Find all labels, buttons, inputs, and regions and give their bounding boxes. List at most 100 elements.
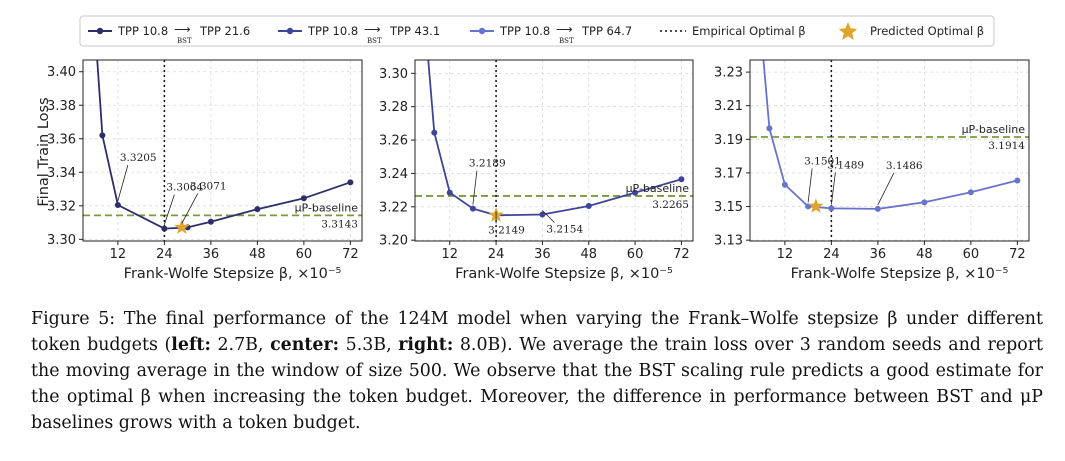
x-tick-label: 12 [777, 247, 794, 262]
caption-center-label: center: [270, 335, 340, 355]
data-point [874, 205, 881, 212]
axes-frame [82, 59, 363, 242]
annotation-leader [117, 164, 129, 202]
annotation-leader [830, 172, 836, 205]
data-point [347, 179, 354, 186]
annotation-label: 3.2149 [488, 224, 525, 236]
legend-arrow-1: ⟶ [174, 22, 191, 36]
x-tick-label: 36 [203, 247, 220, 262]
x-tick-label: 24 [823, 247, 840, 262]
data-point [539, 211, 546, 218]
y-tick-label: 3.24 [379, 167, 408, 182]
data-point [766, 125, 773, 132]
legend-from-1: TPP 10.8 [117, 24, 168, 38]
legend-to-1: TPP 21.6 [199, 24, 250, 38]
data-point [781, 181, 788, 188]
data-point [828, 205, 835, 212]
mup-baseline-label: μP-baseline [626, 182, 690, 195]
x-tick-label: 12 [441, 247, 458, 262]
data-point [431, 129, 438, 136]
annotation-leader [542, 210, 555, 223]
x-tick-label: 36 [870, 247, 887, 262]
plot-area [750, 60, 1029, 241]
mup-baseline-value: 3.1914 [988, 140, 1025, 152]
data-point [921, 199, 928, 206]
caption-text-2: 8.0B). We average the train loss over 3 … [31, 335, 1044, 433]
y-tick-label: 3.26 [379, 134, 408, 149]
annotation-label: 3.3205 [120, 152, 157, 164]
predicted-optimal-star-icon [808, 198, 824, 213]
x-tick-label: 24 [156, 247, 173, 262]
x-tick-label: 48 [249, 247, 266, 262]
plot-area [415, 60, 693, 241]
legend-from-3: TPP 10.8 [499, 24, 550, 38]
legend-marker-2 [286, 27, 294, 35]
data-point [632, 189, 639, 196]
annotation-label: 3.1489 [827, 159, 864, 171]
y-tick-label: 3.28 [379, 100, 408, 115]
annotation-label: 3.2154 [546, 223, 583, 235]
y-tick-label: 3.15 [714, 200, 743, 215]
y-tick-label: 3.13 [714, 234, 743, 249]
data-point [585, 202, 592, 209]
y-tick-label: 3.34 [47, 166, 76, 181]
legend-sub-2: BST [367, 37, 382, 45]
annotation-leader [807, 168, 813, 203]
mup-baseline-label: μP-baseline [962, 123, 1026, 136]
y-tick-label: 3.30 [379, 67, 408, 82]
data-point [446, 189, 453, 196]
y-tick-label: 3.21 [714, 99, 743, 114]
data-point [1014, 177, 1021, 184]
legend-arrow-2: ⟶ [364, 22, 381, 36]
legend-empirical-label: Empirical Optimal β [692, 24, 806, 38]
predicted-optimal-star-icon [174, 219, 190, 234]
x-tick-label: 72 [673, 247, 690, 262]
figure: TPP 10.8 ⟶ BST TPP 21.6 TPP 10.8 ⟶ BST T… [36, 15, 1030, 282]
data-point [967, 189, 974, 196]
data-point [300, 195, 307, 202]
y-axis-label: Final Train Loss [36, 97, 52, 206]
figure-caption: Figure 5: The final performance of the 1… [31, 306, 1043, 436]
y-tick-label: 3.40 [47, 65, 76, 80]
legend-to-2: TPP 43.1 [389, 24, 440, 38]
chart-panel-left: 12 24 36 48 60 72 3.30 3.32 3.34 3.36 3.38 3.40 μP-b… [47, 59, 363, 282]
caption-left-label: left: [171, 335, 211, 355]
x-axis-label: Frank-Wolfe Stepsize β, ×10⁻⁵ [791, 266, 1009, 282]
data-point [469, 205, 476, 212]
y-tick-label: 3.36 [47, 132, 76, 147]
x-tick-label: 60 [296, 247, 313, 262]
y-tick-label: 3.23 [714, 66, 743, 81]
data-point [114, 201, 121, 208]
mup-baseline-value: 3.3143 [321, 218, 358, 230]
mup-baseline-label: μP-baseline [295, 201, 359, 214]
legend-sub-3: BST [559, 37, 574, 45]
chart-panel-center: 12 24 36 48 60 72 3.20 3.22 3.24 3.26 3.28 3.30 μP-b… [379, 59, 694, 282]
caption-right-label: right: [398, 335, 454, 355]
data-point [254, 206, 261, 213]
annotation-label: 3.1486 [886, 160, 923, 172]
y-tick-label: 3.32 [47, 199, 76, 214]
y-tick-label: 3.19 [714, 133, 743, 148]
y-tick-label: 3.38 [47, 99, 76, 114]
data-point [678, 176, 685, 183]
x-tick-label: 72 [342, 247, 359, 262]
axes-frame [749, 59, 1030, 242]
data-point [99, 132, 106, 139]
x-tick-label: 60 [627, 247, 644, 262]
mup-baseline-value: 3.2265 [652, 199, 689, 211]
axes-frame [414, 59, 694, 242]
annotation-label: 3.2189 [469, 158, 506, 170]
x-axis-label: Frank-Wolfe Stepsize β, ×10⁻⁵ [124, 266, 342, 282]
annotation-leader [472, 170, 478, 205]
legend-sub-1: BST [177, 37, 192, 45]
legend-marker-3 [478, 27, 486, 35]
x-tick-label: 24 [488, 247, 505, 262]
x-tick-label: 48 [580, 247, 597, 262]
legend-star-icon [838, 22, 858, 40]
annotation-label: 3.3071 [190, 180, 227, 192]
data-point [207, 218, 214, 225]
legend-marker-1 [96, 27, 104, 35]
legend-from-2: TPP 10.8 [307, 24, 358, 38]
annotation-leader [163, 194, 175, 225]
y-tick-label: 3.30 [47, 233, 76, 248]
